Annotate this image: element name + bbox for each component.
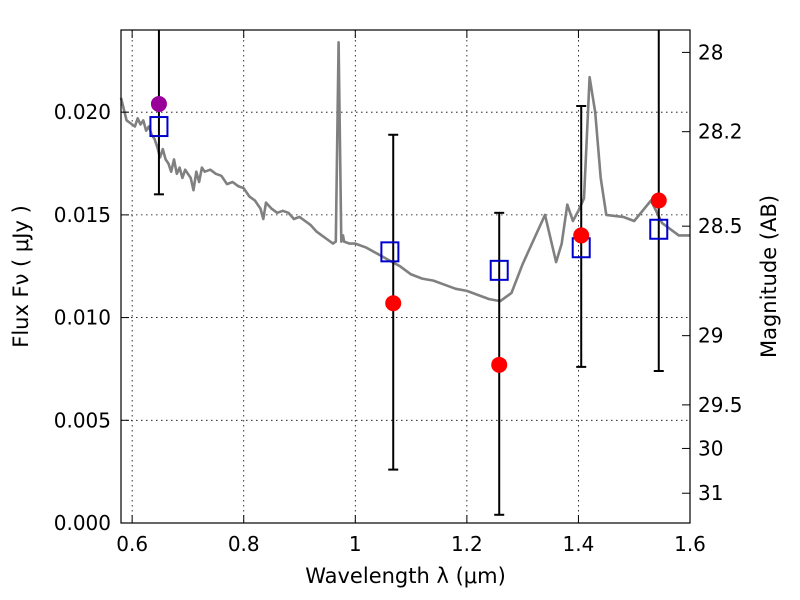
observed-point bbox=[573, 227, 590, 244]
model-spectrum-line bbox=[119, 40, 690, 303]
right-tick-label: 28.5 bbox=[698, 214, 743, 238]
right-tick-label: 30 bbox=[698, 436, 723, 460]
model-spectrum bbox=[119, 40, 690, 303]
x-tick-label: 1.6 bbox=[674, 532, 706, 556]
model-band-square bbox=[489, 259, 509, 281]
x-tick-label: 1.2 bbox=[451, 532, 483, 556]
grid-lines bbox=[121, 30, 691, 524]
right-tick-label: 31 bbox=[698, 481, 723, 505]
right-tick-label: 28.2 bbox=[698, 120, 743, 144]
x-tick-label: 1 bbox=[349, 532, 362, 556]
x-axis-title: Wavelength λ (μm) bbox=[305, 564, 506, 588]
model-band-markers bbox=[149, 116, 669, 281]
y-axis-title: Flux Fν ( μJy ) bbox=[9, 205, 33, 348]
observed-point bbox=[150, 95, 167, 112]
tick-labels: 0.6 0.8 1 1.2 1.4 1.6 0.000 0.005 0.010 0.015 0.02… bbox=[54, 40, 743, 556]
y-tick-label: 0.015 bbox=[54, 203, 111, 227]
x-tick-label: 0.8 bbox=[228, 532, 260, 556]
model-band-square bbox=[649, 218, 669, 240]
observed-point bbox=[385, 295, 402, 312]
model-band-square bbox=[149, 116, 169, 138]
model-band-square bbox=[380, 241, 400, 263]
y-tick-label: 0.010 bbox=[54, 306, 111, 330]
observed-point bbox=[650, 192, 667, 209]
x-tick-label: 0.6 bbox=[116, 532, 148, 556]
y-tick-label: 0.020 bbox=[54, 100, 111, 124]
plot-frame bbox=[120, 29, 691, 524]
right-tick-label: 28 bbox=[698, 40, 723, 64]
y-tick-label: 0.000 bbox=[54, 511, 111, 535]
y-tick-label: 0.005 bbox=[54, 408, 111, 432]
observed-point bbox=[491, 356, 508, 373]
right-axis-title: Magnitude (AB) bbox=[757, 195, 781, 358]
axis-ticks bbox=[121, 30, 691, 524]
observed-points bbox=[150, 95, 667, 373]
right-tick-label: 29.5 bbox=[698, 393, 743, 417]
x-tick-label: 1.4 bbox=[563, 532, 595, 556]
right-tick-label: 29 bbox=[698, 324, 723, 348]
